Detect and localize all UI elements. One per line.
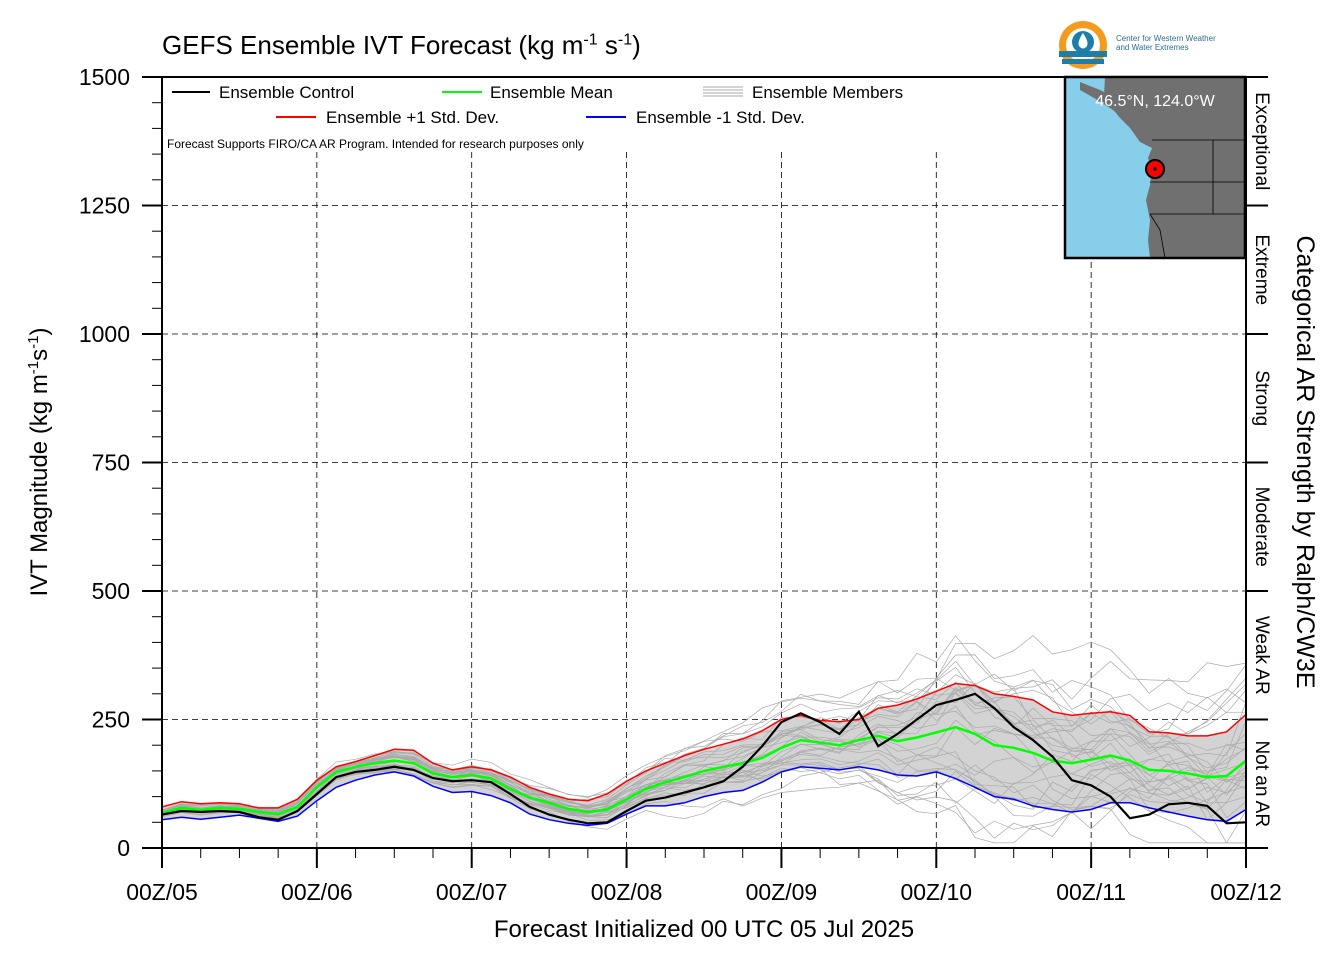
x-tick-label: 00Z/09	[746, 879, 818, 905]
legend-mean-label: Ensemble Mean	[490, 83, 613, 102]
x-tick-label: 00Z/11	[1056, 879, 1126, 905]
ensemble-member-line	[162, 635, 1246, 812]
category-label: Extreme	[1251, 234, 1272, 305]
ensemble-mean-line	[162, 725, 1246, 816]
y-axis-label: IVT Magnitude (kg m-1s-1)	[25, 327, 53, 596]
category-label: Strong	[1251, 370, 1272, 426]
y-tick-label: 0	[117, 835, 130, 861]
x-tick-label: 00Z/06	[281, 879, 353, 905]
legend: Ensemble Control Ensemble Mean Ensemble …	[167, 83, 903, 151]
x-axis-label: Forecast Initialized 00 UTC 05 Jul 2025	[494, 916, 914, 943]
plus-std-line	[162, 682, 1246, 809]
ensemble-control-line	[162, 692, 1246, 825]
category-axis-label: Categorical AR Strength by Ralph/CW3E	[1291, 236, 1319, 689]
legend-minus-label: Ensemble -1 Std. Dev.	[636, 108, 805, 127]
x-tick-label: 00Z/05	[126, 879, 198, 905]
legend-members-label: Ensemble Members	[752, 83, 903, 102]
ensemble-member-line	[162, 766, 1246, 844]
location-label: 46.5°N, 124.0°W	[1095, 93, 1215, 110]
y-tick-label: 250	[92, 707, 130, 733]
map-frame	[1063, 75, 1247, 260]
x-tick-label: 00Z/07	[436, 879, 508, 905]
legend-control-label: Ensemble Control	[219, 83, 354, 102]
y-tick-label: 1500	[79, 64, 130, 90]
ensemble-member-line	[162, 682, 1246, 821]
y-tick-label: 1000	[79, 321, 130, 347]
y-tick-label: 500	[92, 578, 130, 604]
chart-title: GEFS Ensemble IVT Forecast (kg m-1 s-1)	[162, 30, 641, 60]
ensemble-member-line	[162, 701, 1246, 814]
ensemble-member-line	[162, 758, 1246, 819]
category-label: Weak AR	[1251, 616, 1272, 695]
ensemble-member-line	[162, 746, 1246, 844]
category-label: Not an AR	[1251, 740, 1272, 827]
map-island	[1080, 82, 1142, 128]
legend-members-swatch	[703, 86, 743, 97]
x-tick-label: 00Z/12	[1210, 879, 1282, 905]
ensemble-member-line	[162, 701, 1246, 814]
x-tick-label: 00Z/10	[900, 879, 972, 905]
cw3e-logo: Center for Western Weather and Water Extr…	[1056, 18, 1246, 74]
x-tick-label: 00Z/08	[591, 879, 663, 905]
category-label: Exceptional	[1251, 92, 1272, 190]
category-label: Moderate	[1251, 487, 1272, 567]
location-map: 46.5°N, 124.0°W	[1063, 75, 1247, 260]
minus-std-line	[162, 766, 1246, 827]
research-note: Forecast Supports FIRO/CA AR Program. In…	[167, 137, 584, 151]
legend-plus-label: Ensemble +1 Std. Dev.	[326, 108, 499, 127]
y-tick-label: 1250	[79, 193, 130, 219]
y-tick-label: 750	[92, 450, 130, 476]
